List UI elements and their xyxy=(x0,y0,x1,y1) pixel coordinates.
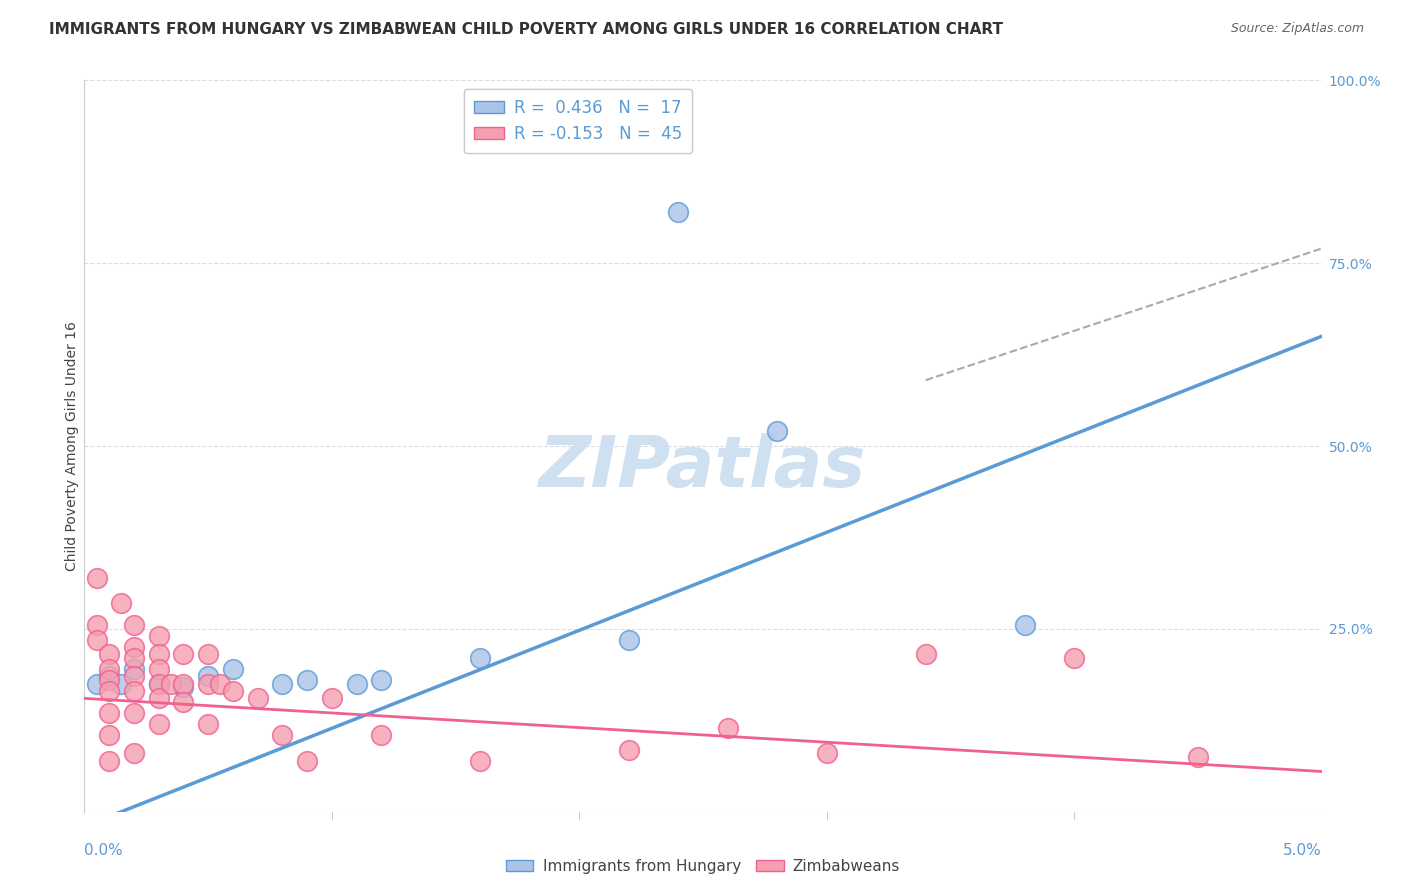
Point xyxy=(246,691,269,706)
Point xyxy=(172,676,194,690)
Point xyxy=(197,676,219,690)
Point xyxy=(172,648,194,662)
Point xyxy=(271,728,294,742)
Point xyxy=(86,676,108,690)
Point xyxy=(122,651,145,665)
Text: 5.0%: 5.0% xyxy=(1282,843,1322,858)
Point xyxy=(717,721,740,735)
Text: ZIPatlas: ZIPatlas xyxy=(540,434,866,502)
Point xyxy=(160,676,183,690)
Point xyxy=(1014,618,1036,632)
Point xyxy=(470,754,492,768)
Point xyxy=(122,662,145,676)
Point xyxy=(98,684,121,698)
Point xyxy=(86,618,108,632)
Point xyxy=(1063,651,1085,665)
Point xyxy=(271,676,294,690)
Point xyxy=(110,596,132,610)
Point xyxy=(122,684,145,698)
Point xyxy=(98,706,121,720)
Point xyxy=(197,669,219,683)
Point xyxy=(122,746,145,760)
Point xyxy=(172,681,194,695)
Point xyxy=(295,673,318,687)
Point xyxy=(370,728,392,742)
Point xyxy=(470,651,492,665)
Point xyxy=(86,632,108,647)
Point xyxy=(1187,749,1209,764)
Point xyxy=(197,648,219,662)
Point xyxy=(98,662,121,676)
Point xyxy=(197,717,219,731)
Point xyxy=(122,669,145,683)
Point xyxy=(148,676,170,690)
Point xyxy=(110,676,132,690)
Point xyxy=(148,676,170,690)
Point xyxy=(98,754,121,768)
Point xyxy=(148,717,170,731)
Point xyxy=(617,632,640,647)
Point xyxy=(666,205,689,219)
Point xyxy=(172,695,194,709)
Point xyxy=(148,629,170,643)
Text: IMMIGRANTS FROM HUNGARY VS ZIMBABWEAN CHILD POVERTY AMONG GIRLS UNDER 16 CORRELA: IMMIGRANTS FROM HUNGARY VS ZIMBABWEAN CH… xyxy=(49,22,1004,37)
Legend: R =  0.436   N =  17, R = -0.153   N =  45: R = 0.436 N = 17, R = -0.153 N = 45 xyxy=(464,88,692,153)
Legend: Immigrants from Hungary, Zimbabweans: Immigrants from Hungary, Zimbabweans xyxy=(499,853,907,880)
Y-axis label: Child Poverty Among Girls Under 16: Child Poverty Among Girls Under 16 xyxy=(65,321,79,571)
Point xyxy=(222,684,245,698)
Point xyxy=(122,640,145,655)
Point xyxy=(914,648,936,662)
Point xyxy=(148,648,170,662)
Text: 0.0%: 0.0% xyxy=(84,843,124,858)
Point xyxy=(148,662,170,676)
Point xyxy=(122,618,145,632)
Point xyxy=(766,425,789,439)
Point xyxy=(617,742,640,756)
Point xyxy=(222,662,245,676)
Point xyxy=(815,746,838,760)
Point xyxy=(98,648,121,662)
Point xyxy=(122,706,145,720)
Point xyxy=(98,673,121,687)
Point xyxy=(209,676,232,690)
Point xyxy=(321,691,343,706)
Point xyxy=(148,691,170,706)
Point xyxy=(295,754,318,768)
Text: Source: ZipAtlas.com: Source: ZipAtlas.com xyxy=(1230,22,1364,36)
Point xyxy=(86,571,108,585)
Point xyxy=(370,673,392,687)
Point xyxy=(98,728,121,742)
Point xyxy=(98,669,121,683)
Point xyxy=(346,676,368,690)
